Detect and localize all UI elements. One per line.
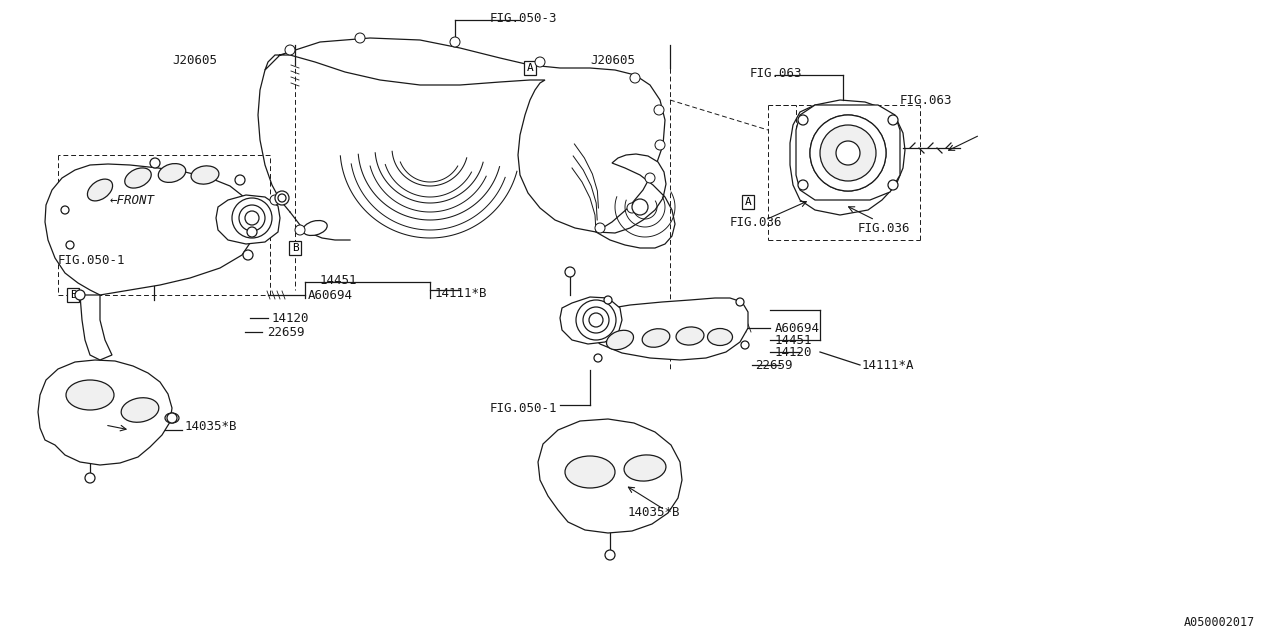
Text: 14035*B: 14035*B bbox=[186, 420, 238, 433]
Circle shape bbox=[605, 550, 614, 560]
Circle shape bbox=[589, 313, 603, 327]
Circle shape bbox=[627, 203, 637, 213]
Ellipse shape bbox=[159, 164, 186, 182]
Text: 14111*A: 14111*A bbox=[861, 358, 914, 371]
Polygon shape bbox=[790, 100, 905, 215]
Circle shape bbox=[820, 125, 876, 181]
Circle shape bbox=[236, 175, 244, 185]
Text: 14451: 14451 bbox=[774, 333, 813, 346]
Ellipse shape bbox=[564, 456, 614, 488]
Text: A60694: A60694 bbox=[774, 321, 820, 335]
Ellipse shape bbox=[191, 166, 219, 184]
Text: J20605: J20605 bbox=[590, 54, 635, 67]
Ellipse shape bbox=[67, 380, 114, 410]
Text: FIG.036: FIG.036 bbox=[858, 221, 910, 234]
Text: A: A bbox=[745, 197, 751, 207]
Circle shape bbox=[820, 125, 876, 181]
Ellipse shape bbox=[708, 328, 732, 346]
Text: ←FRONT: ←FRONT bbox=[110, 193, 155, 207]
Circle shape bbox=[244, 211, 259, 225]
Circle shape bbox=[294, 225, 305, 235]
Text: FIG.050-1: FIG.050-1 bbox=[490, 401, 558, 415]
Polygon shape bbox=[45, 164, 255, 295]
Ellipse shape bbox=[676, 327, 704, 345]
Circle shape bbox=[243, 250, 253, 260]
Ellipse shape bbox=[303, 221, 328, 236]
Ellipse shape bbox=[122, 397, 159, 422]
Polygon shape bbox=[561, 297, 622, 344]
Circle shape bbox=[810, 115, 886, 191]
Ellipse shape bbox=[607, 330, 634, 349]
Text: 14451: 14451 bbox=[320, 273, 357, 287]
Circle shape bbox=[576, 300, 616, 340]
Text: FIG.063: FIG.063 bbox=[750, 67, 803, 79]
Polygon shape bbox=[538, 419, 682, 533]
Polygon shape bbox=[582, 298, 748, 360]
Circle shape bbox=[61, 206, 69, 214]
Circle shape bbox=[150, 158, 160, 168]
Circle shape bbox=[645, 173, 655, 183]
Text: 14111*B: 14111*B bbox=[435, 287, 488, 300]
Circle shape bbox=[797, 115, 808, 125]
Circle shape bbox=[836, 141, 860, 165]
Circle shape bbox=[285, 45, 294, 55]
Circle shape bbox=[76, 290, 84, 300]
Circle shape bbox=[451, 37, 460, 47]
Circle shape bbox=[632, 199, 648, 215]
Circle shape bbox=[594, 354, 602, 362]
Text: 22659: 22659 bbox=[755, 358, 792, 371]
Circle shape bbox=[630, 73, 640, 83]
Text: A60694: A60694 bbox=[308, 289, 353, 301]
Circle shape bbox=[810, 115, 886, 191]
Ellipse shape bbox=[643, 329, 669, 348]
Circle shape bbox=[888, 180, 899, 190]
Circle shape bbox=[741, 341, 749, 349]
Text: FIG.063: FIG.063 bbox=[900, 93, 952, 106]
Circle shape bbox=[275, 191, 289, 205]
Text: FIG.050-3: FIG.050-3 bbox=[490, 12, 558, 24]
Circle shape bbox=[239, 205, 265, 231]
Polygon shape bbox=[265, 38, 666, 232]
Circle shape bbox=[355, 33, 365, 43]
Circle shape bbox=[535, 57, 545, 67]
Circle shape bbox=[797, 180, 808, 190]
Text: J20605: J20605 bbox=[172, 54, 218, 67]
Polygon shape bbox=[216, 195, 280, 244]
Polygon shape bbox=[596, 154, 675, 248]
Text: A: A bbox=[526, 63, 534, 73]
Circle shape bbox=[736, 298, 744, 306]
Circle shape bbox=[270, 195, 280, 205]
Circle shape bbox=[836, 141, 860, 165]
Ellipse shape bbox=[87, 179, 113, 201]
Text: 22659: 22659 bbox=[268, 326, 305, 339]
Polygon shape bbox=[796, 105, 900, 200]
Circle shape bbox=[582, 307, 609, 333]
Ellipse shape bbox=[625, 455, 666, 481]
Text: B: B bbox=[69, 290, 77, 300]
Circle shape bbox=[232, 198, 273, 238]
Text: FIG.050-1: FIG.050-1 bbox=[58, 253, 125, 266]
Circle shape bbox=[67, 241, 74, 249]
Polygon shape bbox=[81, 295, 113, 360]
Circle shape bbox=[84, 473, 95, 483]
Circle shape bbox=[166, 413, 177, 423]
Circle shape bbox=[654, 105, 664, 115]
Text: A050002017: A050002017 bbox=[1184, 616, 1254, 628]
Circle shape bbox=[888, 115, 899, 125]
Circle shape bbox=[604, 296, 612, 304]
Circle shape bbox=[564, 267, 575, 277]
Text: 14120: 14120 bbox=[273, 312, 310, 324]
Text: B: B bbox=[292, 243, 298, 253]
Text: 14035*B: 14035*B bbox=[628, 506, 681, 518]
Ellipse shape bbox=[165, 413, 179, 423]
Circle shape bbox=[278, 194, 285, 202]
Ellipse shape bbox=[124, 168, 151, 188]
Circle shape bbox=[247, 227, 257, 237]
Text: FIG.036: FIG.036 bbox=[730, 216, 782, 228]
Circle shape bbox=[655, 140, 666, 150]
Polygon shape bbox=[38, 360, 172, 465]
Text: 14120: 14120 bbox=[774, 346, 813, 358]
Circle shape bbox=[595, 223, 605, 233]
